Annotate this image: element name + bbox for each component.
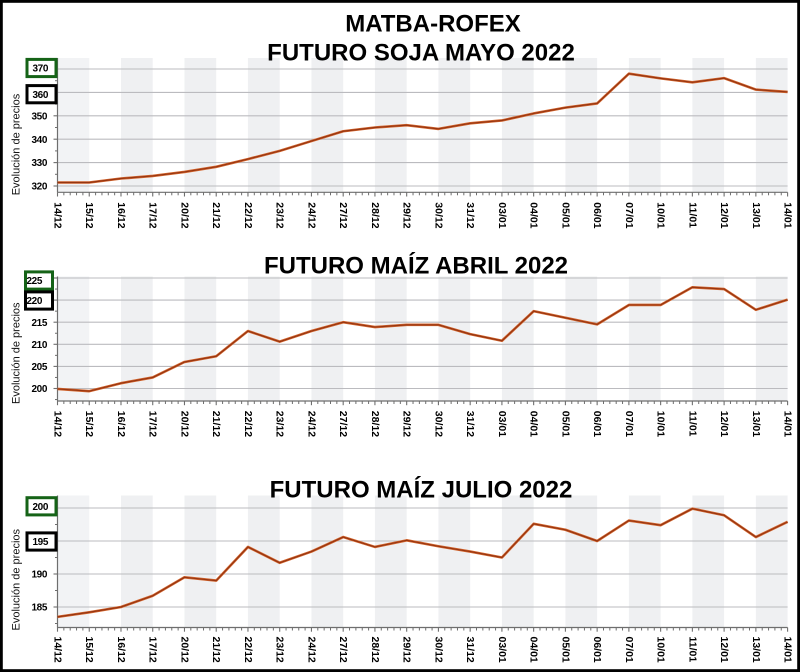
svg-text:27/12: 27/12 [337,411,349,437]
svg-text:16/12: 16/12 [115,411,127,437]
svg-text:20/12: 20/12 [178,637,190,663]
svg-text:17/12: 17/12 [147,637,159,663]
svg-text:29/12: 29/12 [401,411,413,437]
svg-text:14/12: 14/12 [52,637,64,663]
svg-text:17/12: 17/12 [147,202,159,228]
svg-text:21/12: 21/12 [210,411,222,437]
svg-text:23/12: 23/12 [274,411,286,437]
svg-text:FUTURO MAÍZ JULIO 2022: FUTURO MAÍZ JULIO 2022 [270,476,573,504]
svg-text:27/12: 27/12 [337,637,349,663]
svg-text:360: 360 [33,90,49,101]
svg-text:FUTURO SOJA MAYO 2022: FUTURO SOJA MAYO 2022 [267,40,575,67]
svg-text:23/12: 23/12 [274,637,286,663]
svg-text:12/01: 12/01 [718,202,730,228]
svg-text:10/01: 10/01 [655,411,667,437]
svg-text:28/12: 28/12 [369,202,381,228]
svg-text:04/01: 04/01 [528,637,540,663]
svg-text:Evolución de precios: Evolución de precios [11,93,23,195]
svg-text:29/12: 29/12 [401,202,413,228]
svg-text:06/01: 06/01 [591,637,603,663]
svg-text:14/12: 14/12 [52,411,64,437]
svg-text:21/12: 21/12 [210,637,222,663]
svg-text:11/01: 11/01 [686,411,698,437]
svg-text:13/01: 13/01 [750,411,762,437]
svg-text:24/12: 24/12 [305,202,317,228]
svg-text:Evolución de precios: Evolución de precios [11,528,23,630]
svg-text:05/01: 05/01 [559,411,571,437]
svg-text:12/01: 12/01 [718,411,730,437]
svg-text:15/12: 15/12 [83,411,95,437]
svg-text:27/12: 27/12 [337,202,349,228]
svg-text:Evolución de precios: Evolución de precios [11,302,23,404]
svg-text:04/01: 04/01 [528,411,540,437]
svg-text:220: 220 [27,296,43,307]
svg-text:15/12: 15/12 [83,637,95,663]
svg-text:06/01: 06/01 [591,411,603,437]
svg-text:07/01: 07/01 [623,202,635,228]
svg-text:195: 195 [33,537,49,548]
svg-text:22/12: 22/12 [242,637,254,663]
svg-text:370: 370 [33,64,49,75]
svg-text:21/12: 21/12 [210,202,222,228]
svg-text:11/01: 11/01 [686,637,698,663]
svg-text:MATBA-ROFEX: MATBA-ROFEX [345,11,521,38]
svg-text:03/01: 03/01 [496,411,508,437]
svg-text:24/12: 24/12 [305,637,317,663]
svg-text:05/01: 05/01 [559,637,571,663]
svg-text:30/12: 30/12 [432,637,444,663]
svg-text:24/12: 24/12 [305,411,317,437]
svg-text:200: 200 [32,384,48,395]
svg-text:07/01: 07/01 [623,411,635,437]
svg-text:14/01: 14/01 [782,202,794,228]
svg-text:16/12: 16/12 [115,637,127,663]
svg-text:30/12: 30/12 [432,202,444,228]
svg-text:14/12: 14/12 [52,202,64,228]
svg-text:31/12: 31/12 [464,202,476,228]
svg-text:185: 185 [32,603,48,614]
svg-text:190: 190 [32,570,48,581]
svg-text:10/01: 10/01 [655,637,667,663]
svg-text:225: 225 [27,276,43,287]
svg-text:13/01: 13/01 [750,202,762,228]
svg-text:03/01: 03/01 [496,202,508,228]
svg-text:16/12: 16/12 [115,202,127,228]
svg-text:06/01: 06/01 [591,202,603,228]
svg-text:07/01: 07/01 [623,637,635,663]
svg-text:20/12: 20/12 [178,202,190,228]
svg-text:22/12: 22/12 [242,411,254,437]
svg-text:05/01: 05/01 [559,202,571,228]
svg-text:340: 340 [32,135,48,146]
svg-text:20/12: 20/12 [178,411,190,437]
svg-text:30/12: 30/12 [432,411,444,437]
svg-text:15/12: 15/12 [83,202,95,228]
svg-text:23/12: 23/12 [274,202,286,228]
svg-text:29/12: 29/12 [401,637,413,663]
svg-text:330: 330 [32,158,48,169]
svg-text:04/01: 04/01 [528,202,540,228]
svg-text:320: 320 [32,182,48,193]
svg-text:28/12: 28/12 [369,637,381,663]
svg-text:200: 200 [33,502,49,513]
svg-text:FUTURO MAÍZ ABRIL 2022: FUTURO MAÍZ ABRIL 2022 [264,252,568,280]
svg-text:14/01: 14/01 [782,411,794,437]
svg-text:17/12: 17/12 [147,411,159,437]
svg-text:11/01: 11/01 [686,202,698,228]
svg-text:12/01: 12/01 [718,637,730,663]
svg-text:31/12: 31/12 [464,637,476,663]
svg-text:215: 215 [32,318,48,329]
svg-text:22/12: 22/12 [242,202,254,228]
svg-text:205: 205 [32,362,48,373]
svg-text:210: 210 [32,340,48,351]
svg-text:13/01: 13/01 [750,637,762,663]
svg-text:350: 350 [32,111,48,122]
svg-text:31/12: 31/12 [464,411,476,437]
svg-text:28/12: 28/12 [369,411,381,437]
svg-text:10/01: 10/01 [655,202,667,228]
svg-text:14/01: 14/01 [782,637,794,663]
svg-text:03/01: 03/01 [496,637,508,663]
